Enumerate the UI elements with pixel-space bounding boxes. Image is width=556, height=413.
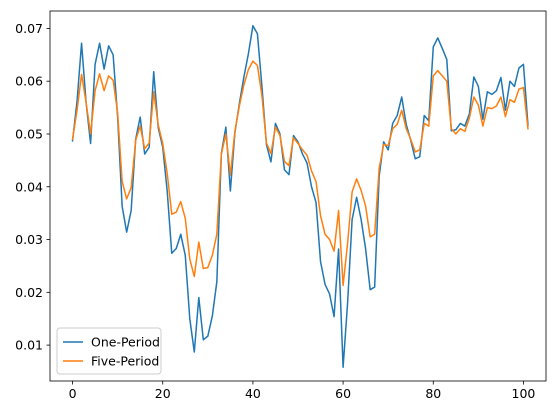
y-tick-label: 0.05 [15,126,43,141]
series-line-1 [71,60,529,287]
y-tick-label: 0.02 [15,285,43,300]
x-tick-label: 100 [512,386,536,401]
legend: One-Period Five-Period [56,327,162,375]
x-tick-label: 20 [155,386,171,401]
x-tick-label: 80 [425,386,441,401]
plot-lines [71,25,529,369]
x-tick-label: 40 [245,386,261,401]
legend-label-0: One-Period [91,335,160,350]
legend-box [56,327,162,375]
y-tick-label: 0.01 [15,338,43,353]
x-tick-label: 60 [335,386,351,401]
y-tick-label: 0.04 [15,179,43,194]
legend-label-1: Five-Period [91,354,159,369]
x-tick-label: 0 [69,386,77,401]
series-line-0 [71,25,529,369]
y-tick-label: 0.03 [15,232,43,247]
axis-ticks: 0 20 40 60 80 100 0.01 0.02 0.03 0.04 0.05 0.06 0.07 [15,21,535,401]
plot-area-frame [49,10,547,382]
y-tick-label: 0.07 [15,21,43,36]
y-tick-label: 0.06 [15,74,43,89]
